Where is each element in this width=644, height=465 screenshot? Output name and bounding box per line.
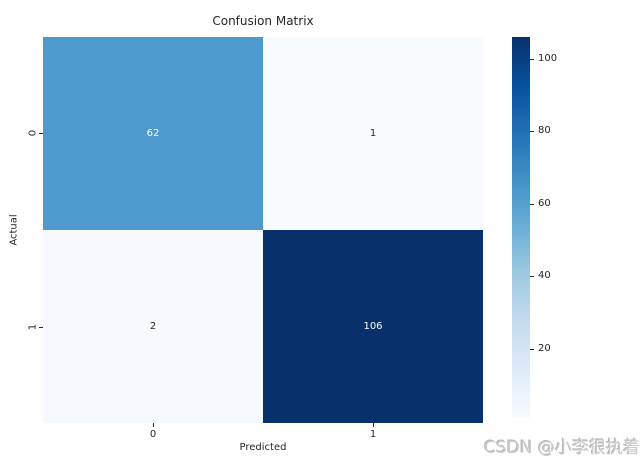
x-tick-label-0: 0 <box>149 429 157 440</box>
heatmap-cell-actual1-pred0: 2 <box>43 230 263 423</box>
colorbar-tick-mark-40 <box>530 276 534 278</box>
y-tick-mark-0 <box>39 133 43 134</box>
heatmap-plot: 62 1 2 106 <box>43 37 483 423</box>
watermark-csdn: CSDN @小李很执着 <box>484 438 640 458</box>
x-tick-label-1: 1 <box>369 429 377 440</box>
colorbar-ticks: 20 40 60 80 100 <box>530 37 570 418</box>
heatmap-cell-actual0-pred1: 1 <box>263 37 483 230</box>
y-axis-label: Actual <box>8 214 20 246</box>
y-tick-mark-1 <box>39 327 43 328</box>
x-tick-mark-1 <box>373 423 374 427</box>
x-tick-mark-0 <box>153 423 154 427</box>
colorbar-tick-label-80: 80 <box>538 125 551 137</box>
colorbar-tick-label-60: 60 <box>538 197 551 209</box>
x-axis-label: Predicted <box>239 442 287 453</box>
colorbar-tick-mark-80 <box>530 131 534 133</box>
colorbar-tick-mark-100 <box>530 58 534 60</box>
chart-title: Confusion Matrix <box>212 14 314 28</box>
colorbar-tick-label-100: 100 <box>538 52 558 64</box>
y-tick-label-1: 1 <box>27 323 39 331</box>
heatmap-cell-actual0-pred0: 62 <box>43 37 263 230</box>
colorbar-tick-label-20: 20 <box>538 343 551 355</box>
heatmap-cell-actual1-pred1: 106 <box>263 230 483 423</box>
colorbar <box>512 37 530 418</box>
colorbar-tick-label-40: 40 <box>538 270 551 282</box>
y-tick-label-0: 0 <box>27 129 39 137</box>
colorbar-tick-mark-20 <box>530 349 534 351</box>
colorbar-tick-mark-60 <box>530 203 534 205</box>
